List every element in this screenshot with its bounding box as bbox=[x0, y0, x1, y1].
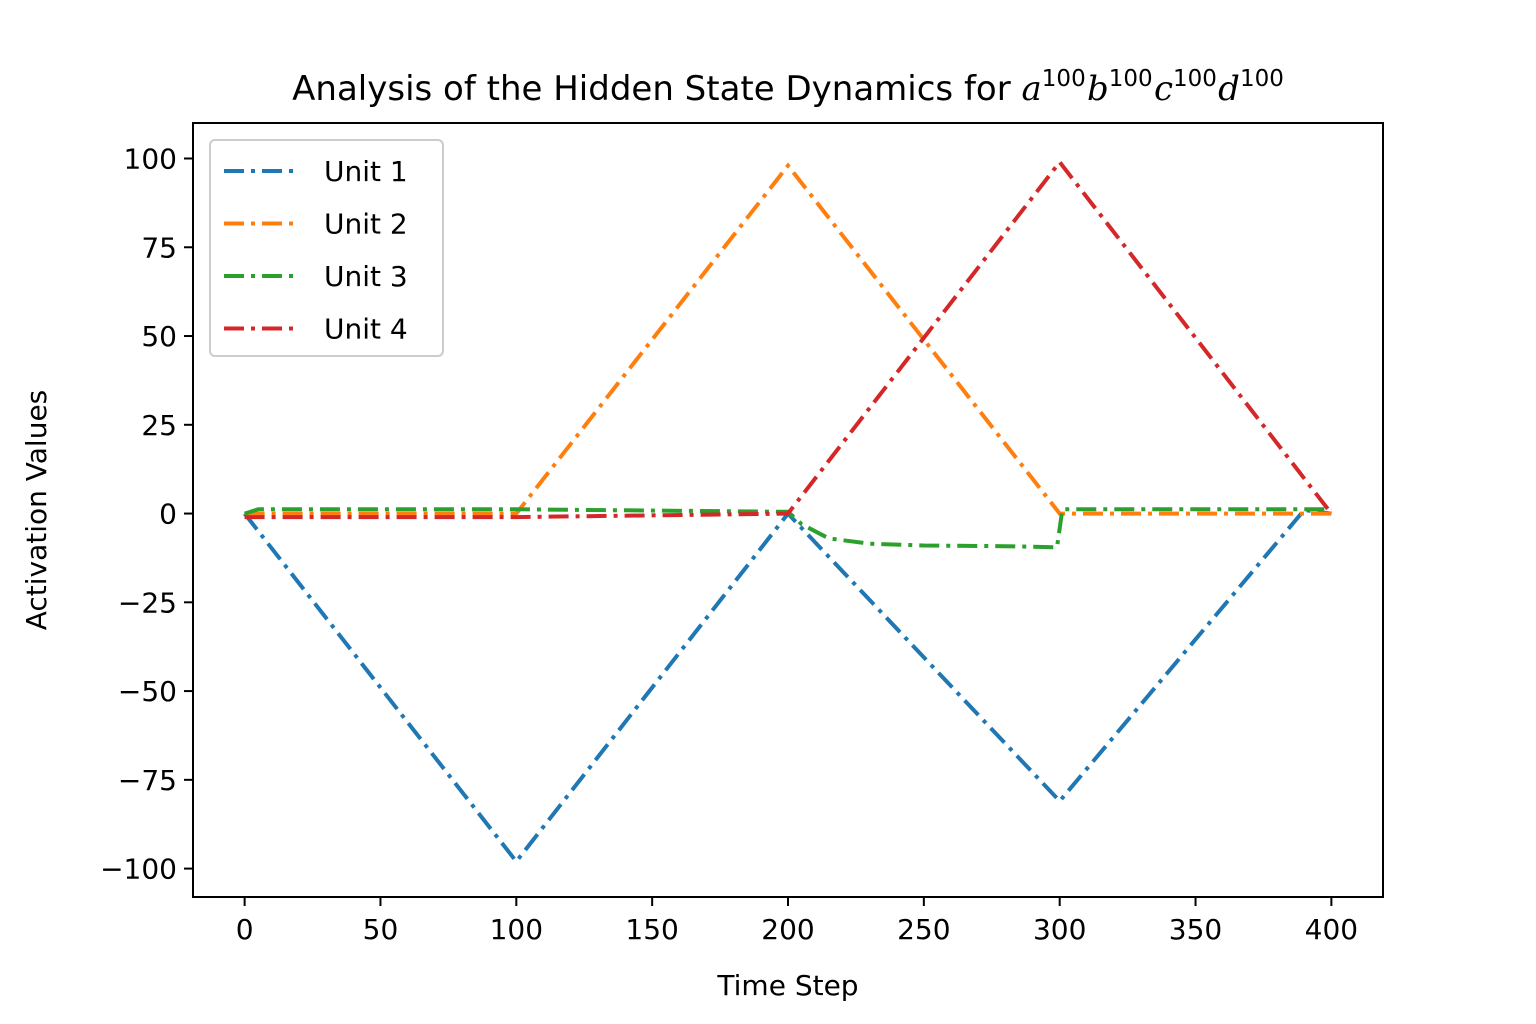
y-tick-label: 75 bbox=[141, 231, 177, 264]
y-axis: 100 75 50 25 0 −25 −50 −75 −100 bbox=[100, 143, 193, 886]
plot-area bbox=[192, 122, 1384, 898]
y-tick-label: 0 bbox=[159, 498, 177, 531]
x-tick-label: 0 bbox=[236, 913, 254, 946]
legend: Unit 1 Unit 2 Unit 3 Unit 4 bbox=[209, 139, 444, 357]
x-tick-label: 350 bbox=[1169, 913, 1222, 946]
y-tick-label: −100 bbox=[100, 853, 177, 886]
y-tick-label: 100 bbox=[124, 143, 177, 176]
y-tick-label: −50 bbox=[118, 675, 177, 708]
series-line-unit-4 bbox=[244, 158, 1333, 520]
x-tick-label: 400 bbox=[1305, 913, 1358, 946]
x-axis-label: Time Step bbox=[716, 969, 858, 1002]
y-tick-label: −75 bbox=[118, 764, 177, 797]
chart-title: Analysis of the Hidden State Dynamics fo… bbox=[292, 66, 1284, 109]
x-tick-label: 150 bbox=[625, 913, 678, 946]
legend-label-unit-1: Unit 1 bbox=[324, 155, 408, 188]
y-axis-label: Activation Values bbox=[20, 390, 53, 631]
y-tick-label: 25 bbox=[141, 409, 177, 442]
legend-box bbox=[209, 139, 444, 357]
x-tick-label: 200 bbox=[761, 913, 814, 946]
x-tick-label: 100 bbox=[490, 913, 543, 946]
series-lines bbox=[243, 158, 1333, 865]
x-tick-label: 300 bbox=[1033, 913, 1086, 946]
y-tick-label: 50 bbox=[141, 320, 177, 353]
legend-label-unit-3: Unit 3 bbox=[324, 260, 408, 293]
legend-label-unit-2: Unit 2 bbox=[324, 208, 408, 241]
y-tick-label: −25 bbox=[118, 586, 177, 619]
series-line-unit-2 bbox=[244, 162, 1332, 516]
x-tick-label: 50 bbox=[363, 913, 399, 946]
legend-label-unit-4: Unit 4 bbox=[324, 313, 408, 346]
x-axis: 0 50 100 150 200 250 300 350 400 bbox=[236, 897, 1358, 946]
x-tick-label: 250 bbox=[897, 913, 950, 946]
series-line-unit-3 bbox=[243, 507, 1332, 550]
